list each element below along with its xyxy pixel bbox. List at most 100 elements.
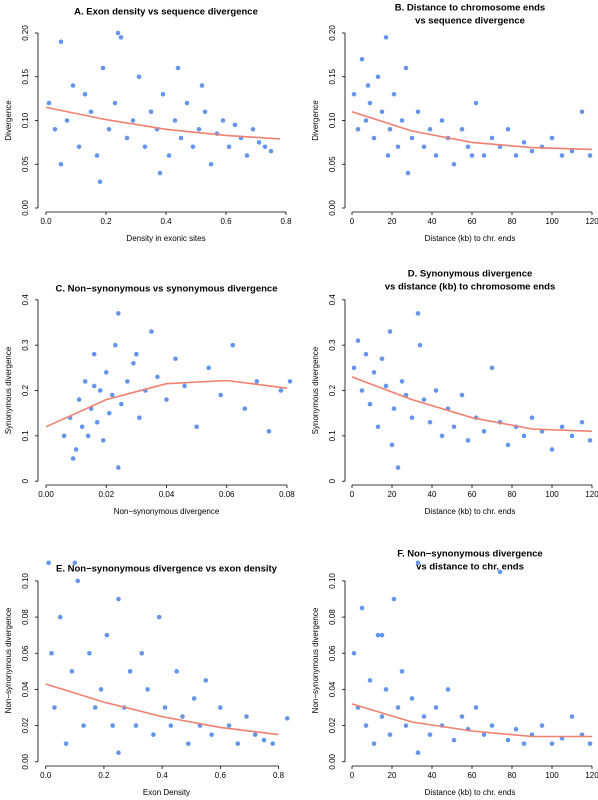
y-tick-label: 0.1 <box>328 430 337 442</box>
point <box>149 329 154 334</box>
point <box>119 401 124 407</box>
point <box>421 714 427 719</box>
point <box>559 153 565 158</box>
point <box>379 356 385 362</box>
point <box>427 419 433 425</box>
y-tick-label: 0.15 <box>328 68 337 84</box>
x-tick-label: 80 <box>508 490 517 499</box>
x-tick-label: 120 <box>585 490 598 499</box>
point <box>375 632 381 638</box>
point <box>155 374 160 380</box>
point <box>112 100 118 106</box>
point <box>232 122 238 128</box>
point <box>529 148 535 154</box>
point <box>359 388 365 393</box>
point <box>113 342 118 348</box>
x-tick-label: 20 <box>388 217 397 226</box>
point <box>203 678 209 683</box>
x-tick-label: 100 <box>545 771 559 780</box>
point <box>579 419 585 425</box>
point <box>451 424 457 430</box>
point <box>88 109 94 115</box>
point <box>254 379 260 384</box>
point <box>130 118 136 123</box>
trend-line <box>351 111 593 151</box>
point <box>52 126 58 132</box>
point <box>92 705 98 710</box>
point <box>97 179 103 185</box>
point <box>459 126 465 132</box>
point <box>433 153 439 158</box>
y-tick-label: 0.00 <box>21 753 30 769</box>
point <box>421 397 427 402</box>
point <box>459 714 465 719</box>
point <box>351 91 357 97</box>
point <box>371 741 377 746</box>
point <box>174 669 179 674</box>
point <box>110 723 115 728</box>
point <box>284 716 290 721</box>
point <box>383 687 389 692</box>
point <box>57 614 63 620</box>
point <box>459 392 465 398</box>
x-tick-label: 0.04 <box>159 490 175 499</box>
chart-title: vs distance (kb) to chromosome ends <box>385 282 556 293</box>
chart-title: vs distance to chr. ends <box>416 562 524 573</box>
point <box>505 442 511 448</box>
point <box>262 144 268 150</box>
y-tick-label: 0.06 <box>21 645 30 661</box>
point <box>363 351 369 357</box>
point <box>127 669 133 674</box>
point <box>489 135 495 141</box>
y-tick-label: 0.05 <box>328 156 337 172</box>
point <box>451 161 457 167</box>
x-tick-label: 0.00 <box>38 490 54 499</box>
y-axis-title: Synonymous divergence <box>4 346 13 434</box>
point <box>63 741 69 746</box>
point <box>58 39 64 45</box>
y-tick-label: 0.08 <box>21 609 30 625</box>
point <box>73 447 79 452</box>
point <box>91 383 97 389</box>
point <box>389 442 395 448</box>
x-tick-label: 60 <box>468 490 477 499</box>
point <box>481 153 487 158</box>
y-tick-label: 0.20 <box>21 25 30 41</box>
point <box>489 723 495 728</box>
x-tick-label: 0 <box>350 217 355 226</box>
x-tick-label: 0 <box>350 771 355 780</box>
point <box>91 351 97 357</box>
x-tick-label: 100 <box>545 217 559 226</box>
point <box>363 723 369 728</box>
point <box>124 135 130 141</box>
point <box>365 83 371 88</box>
point <box>587 153 593 158</box>
y-tick-label: 0.1 <box>21 430 30 442</box>
point <box>569 148 575 154</box>
point <box>109 392 115 398</box>
point <box>69 669 75 674</box>
point <box>103 370 109 375</box>
point <box>164 397 169 402</box>
point <box>395 144 401 150</box>
x-tick-label: 0.6 <box>220 217 232 226</box>
y-tick-label: 0.3 <box>328 339 337 351</box>
point <box>395 705 401 710</box>
point <box>465 438 471 443</box>
trend-line <box>45 106 281 140</box>
x-tick-label: 80 <box>508 771 517 780</box>
point <box>433 388 439 393</box>
point <box>116 596 121 602</box>
point <box>513 726 519 732</box>
point <box>218 392 224 398</box>
point <box>157 170 163 176</box>
chart-title: B. Distance to chromosome ends <box>395 3 545 14</box>
point <box>118 35 124 40</box>
point <box>173 356 178 362</box>
point <box>148 109 154 115</box>
chart-title: C. Non−synonymous vs synonymous divergen… <box>56 284 278 295</box>
point <box>76 144 82 150</box>
point <box>81 723 86 728</box>
y-tick-label: 0.00 <box>21 200 30 216</box>
point <box>261 737 267 743</box>
